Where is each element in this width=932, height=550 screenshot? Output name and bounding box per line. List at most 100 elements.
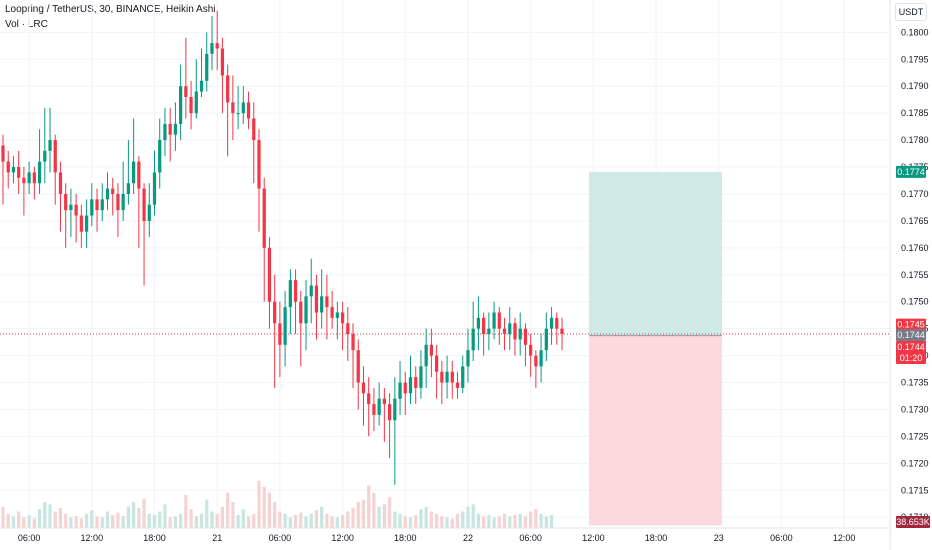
time-tick-label: 21 [212, 533, 222, 543]
candle-body [142, 188, 146, 221]
price-tick-label: 0.1730 [901, 404, 929, 414]
candle-body [257, 140, 261, 189]
candle-body [137, 161, 141, 189]
price-tick-label: 0.1750 [901, 297, 929, 307]
candle-body [158, 140, 162, 173]
candle-body [325, 296, 329, 308]
price-tick-label: 0.1725 [901, 431, 929, 441]
candle-body [476, 317, 481, 329]
candle-body [163, 123, 167, 141]
volume-bar [466, 506, 470, 528]
candle-body [231, 102, 235, 114]
candle-body [482, 317, 486, 335]
candle-body [513, 323, 517, 340]
volume-bar [372, 492, 376, 528]
candle-body [22, 177, 26, 184]
candle-body [147, 204, 151, 221]
volume-bar [79, 518, 83, 528]
candle-body [555, 317, 559, 329]
price-tick-label: 0.1800 [901, 27, 929, 37]
candle-body [356, 350, 360, 383]
close-price-badge: 0.1744 [897, 330, 925, 340]
volume-bar [257, 480, 261, 528]
volume-bar [48, 504, 52, 528]
candle-body [173, 123, 178, 135]
price-tick-label: 0.1790 [901, 81, 929, 91]
candle-body [27, 172, 31, 184]
volume-bar [471, 504, 475, 528]
volume-bar [210, 511, 214, 528]
candle-body [90, 199, 94, 216]
candle-body [116, 193, 120, 211]
volume-bar [320, 506, 324, 528]
target-price-badge-bg [896, 165, 926, 178]
candle-body [471, 328, 475, 351]
volume-bar [455, 513, 460, 528]
candle-body [121, 193, 125, 211]
long-position-tool[interactable] [589, 171, 722, 526]
volume-bar [1, 506, 5, 528]
volume-bar [398, 513, 402, 528]
target-price-badge: 0.1774 [897, 167, 925, 177]
volume-bar [424, 506, 428, 528]
candle-body [126, 183, 131, 194]
volume-bar [534, 509, 538, 528]
volume-bar [126, 506, 131, 528]
volume-bar [299, 512, 303, 528]
volume-indicator-label[interactable]: Vol · LRC [5, 19, 48, 30]
candle-body [414, 377, 418, 388]
volume-bar [309, 513, 313, 528]
volume-bar [330, 516, 334, 528]
volume-bar [393, 511, 397, 528]
volume-bar [74, 516, 78, 528]
volume-bar [356, 502, 360, 528]
candle-body [69, 204, 73, 211]
volume-bar [314, 510, 319, 528]
volume-bar [226, 492, 230, 528]
candle-body [502, 328, 507, 335]
volume-bar [544, 516, 548, 528]
candle-body [372, 404, 376, 415]
candle-body [226, 75, 230, 103]
candle-body [283, 307, 287, 345]
time-tick-label: 23 [714, 533, 724, 543]
time-tick-label: 12:00 [81, 533, 104, 543]
entry-price-badge-bg [896, 341, 926, 354]
time-tick-label: 12:00 [833, 533, 856, 543]
candle-body [497, 312, 501, 329]
volume-bar [351, 507, 355, 528]
volume-bar [6, 513, 10, 528]
volume-bar [518, 513, 522, 528]
candle-body [351, 334, 355, 351]
volume-bar [215, 513, 219, 528]
volume-bar [121, 516, 125, 528]
volume-bar [387, 497, 392, 528]
price-tick-label: 0.1720 [901, 458, 929, 468]
time-tick-label: 06:00 [269, 533, 292, 543]
candle-body [377, 398, 381, 415]
volume-bar [273, 502, 277, 528]
profit-zone [589, 171, 722, 336]
candle-body [429, 344, 434, 356]
volume-bar [508, 516, 512, 528]
volume-bar [32, 518, 36, 528]
candle-body [79, 215, 83, 232]
volume-bar [142, 498, 146, 528]
candle-body [184, 86, 188, 97]
volume-bar [147, 513, 151, 528]
candle-body [111, 188, 115, 194]
price-tick-label: 0.1795 [901, 54, 929, 64]
grid-lines [0, 0, 890, 528]
candle-body [314, 285, 319, 313]
stop-loss-zone [589, 335, 722, 526]
currency-button[interactable]: USDT [895, 3, 927, 21]
candle-body [252, 118, 256, 141]
price-tick-label: 0.1780 [901, 135, 929, 145]
candle-body [560, 328, 564, 335]
candle-body [487, 328, 491, 335]
countdown-badge-bg [896, 352, 926, 365]
candle-body [382, 398, 386, 405]
time-tick-label: 06:00 [770, 533, 793, 543]
volume-value-badge: 38.653K [896, 517, 930, 527]
